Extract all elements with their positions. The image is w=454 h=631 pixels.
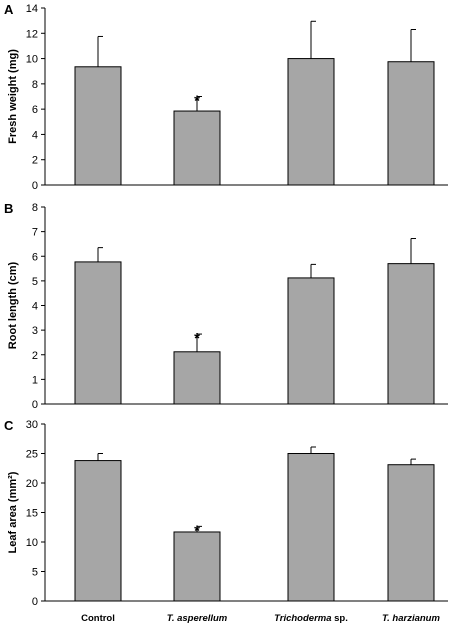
bar	[287, 453, 335, 602]
y-axis-title: Root length (cm)	[7, 261, 19, 349]
y-tick-label: 12	[26, 28, 38, 40]
bar	[387, 263, 435, 405]
y-tick-label: 0	[32, 180, 38, 192]
y-tick-label: 15	[26, 508, 38, 520]
y-tick-label: 8	[32, 79, 38, 91]
y-tick-label: 10	[26, 54, 38, 66]
bar	[173, 351, 221, 405]
y-tick-label: 30	[26, 419, 38, 431]
y-tick-label: 2	[32, 155, 38, 167]
y-tick-label: 10	[26, 537, 38, 549]
y-tick-label: 20	[26, 478, 38, 490]
y-tick-label: 3	[32, 325, 38, 337]
bar	[74, 261, 122, 405]
y-tick-label: 25	[26, 449, 38, 461]
x-category-label: T. harzianum	[382, 613, 440, 624]
panel-letter: A	[4, 2, 14, 17]
bar	[173, 531, 221, 602]
y-tick-label: 4	[32, 129, 38, 141]
y-tick-label: 14	[26, 3, 38, 15]
bar	[387, 61, 435, 186]
y-tick-label: 0	[32, 596, 38, 608]
bar	[173, 110, 221, 186]
y-axis-title: Leaf area (mm²)	[7, 471, 19, 553]
y-tick-label: 0	[32, 399, 38, 411]
x-category-label: Control	[81, 613, 115, 624]
y-axis-title: Fresh weight (mg)	[7, 49, 19, 144]
bar	[287, 58, 335, 186]
significance-marker: *	[194, 522, 200, 539]
y-tick-label: 1	[32, 374, 38, 386]
y-tick-label: 2	[32, 350, 38, 362]
y-tick-label: 5	[32, 276, 38, 288]
significance-marker: *	[194, 330, 200, 347]
x-category-label-suffix: sp.	[332, 613, 348, 624]
significance-marker: *	[194, 93, 200, 110]
y-tick-label: 7	[32, 227, 38, 239]
bar	[74, 460, 122, 602]
panel-letter: B	[4, 201, 13, 216]
y-tick-label: 5	[32, 567, 38, 579]
y-tick-label: 8	[32, 202, 38, 214]
x-category-label: Trichoderma sp.	[274, 613, 348, 624]
y-tick-label: 6	[32, 251, 38, 263]
y-tick-label: 6	[32, 104, 38, 116]
x-category-label-main: T. asperellum	[167, 613, 228, 624]
x-category-label: T. asperellum	[167, 613, 228, 624]
x-category-label-main: Control	[81, 613, 115, 624]
x-category-label-main: Trichoderma	[274, 613, 331, 624]
x-category-label-main: T. harzianum	[382, 613, 440, 624]
bar	[387, 464, 435, 602]
panel-letter: C	[4, 418, 14, 433]
y-tick-label: 4	[32, 301, 38, 313]
bar	[74, 66, 122, 186]
bar	[287, 277, 335, 405]
